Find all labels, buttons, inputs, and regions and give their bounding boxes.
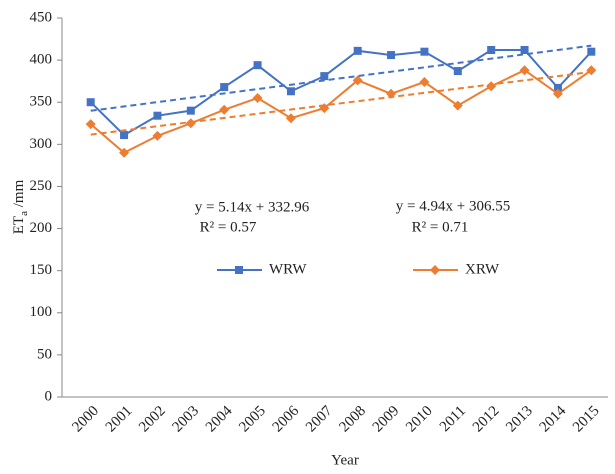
y-tick-label: 0 (45, 388, 53, 404)
x-tick-label: 2011 (437, 403, 469, 435)
y-tick-label: 50 (37, 346, 52, 362)
x-tick-label: 2005 (236, 403, 269, 436)
marker (453, 67, 462, 76)
x-tick-label: 2007 (303, 403, 336, 436)
marker (587, 47, 596, 56)
y-tick-label: 250 (30, 178, 53, 194)
x-tick-label: 2009 (370, 403, 403, 436)
marker (419, 77, 430, 88)
equation: y = 5.14x + 332.96 (195, 199, 310, 215)
x-tick-label: 2000 (69, 403, 102, 436)
x-tick-label: 2003 (170, 403, 203, 436)
marker (120, 131, 129, 140)
marker (452, 100, 463, 111)
x-tick-label: 2008 (336, 403, 369, 436)
marker (352, 75, 363, 86)
marker (420, 47, 429, 56)
x-tick-label: 2015 (570, 403, 603, 436)
marker (219, 104, 230, 115)
x-tick-label: 2001 (103, 403, 136, 436)
line (89, 49, 593, 137)
marker (252, 93, 263, 104)
marker (553, 83, 562, 92)
y-tick-label: 100 (30, 304, 53, 320)
x-tick-label: 2013 (503, 403, 536, 436)
y-tick-label: 350 (30, 94, 53, 110)
marker (486, 81, 497, 92)
marker (320, 72, 329, 81)
marker (85, 119, 96, 130)
marker (386, 88, 397, 99)
line (90, 69, 592, 154)
y-label-main: ET (11, 216, 27, 234)
marker (387, 51, 396, 60)
trendline (90, 44, 592, 112)
marker (235, 266, 243, 274)
marker (253, 61, 262, 70)
trendline (90, 70, 592, 136)
y-label-unit: /mm (11, 179, 27, 211)
y-tick-label: 200 (30, 220, 53, 236)
marker (152, 130, 163, 141)
x-tick-label: 2002 (136, 403, 169, 436)
marker (153, 111, 162, 120)
marker (285, 113, 296, 124)
r-squared: R² = 0.57 (200, 219, 257, 235)
r-squared: R² = 0.71 (412, 219, 469, 235)
x-axis-label: Year (331, 452, 359, 468)
y-axis-label: ETa /mm (11, 179, 29, 234)
y-tick-label: 300 (30, 136, 53, 152)
marker (519, 65, 530, 76)
marker (186, 106, 195, 115)
legend-label: WRW (269, 261, 307, 277)
x-tick-label: 2006 (270, 403, 303, 436)
x-tick-label: 2004 (203, 403, 236, 436)
marker (185, 118, 196, 129)
equation: y = 4.94x + 306.55 (396, 198, 510, 214)
marker (552, 88, 563, 99)
marker (119, 147, 130, 158)
marker (86, 98, 95, 107)
legend-label: XRW (465, 261, 500, 277)
x-tick-label: 2012 (470, 403, 503, 436)
y-tick-label: 150 (30, 262, 53, 278)
marker (286, 87, 295, 96)
x-tick-label: 2010 (403, 403, 436, 436)
marker (220, 83, 229, 92)
marker (586, 65, 597, 76)
x-tick-label: 2014 (537, 403, 570, 436)
y-label-sub: a (18, 211, 30, 216)
marker (319, 103, 330, 114)
marker (430, 265, 440, 275)
y-tick-label: 400 (30, 52, 53, 68)
marker (520, 46, 529, 55)
y-tick-label: 450 (30, 9, 53, 25)
marker (487, 46, 496, 55)
marker (353, 46, 362, 55)
